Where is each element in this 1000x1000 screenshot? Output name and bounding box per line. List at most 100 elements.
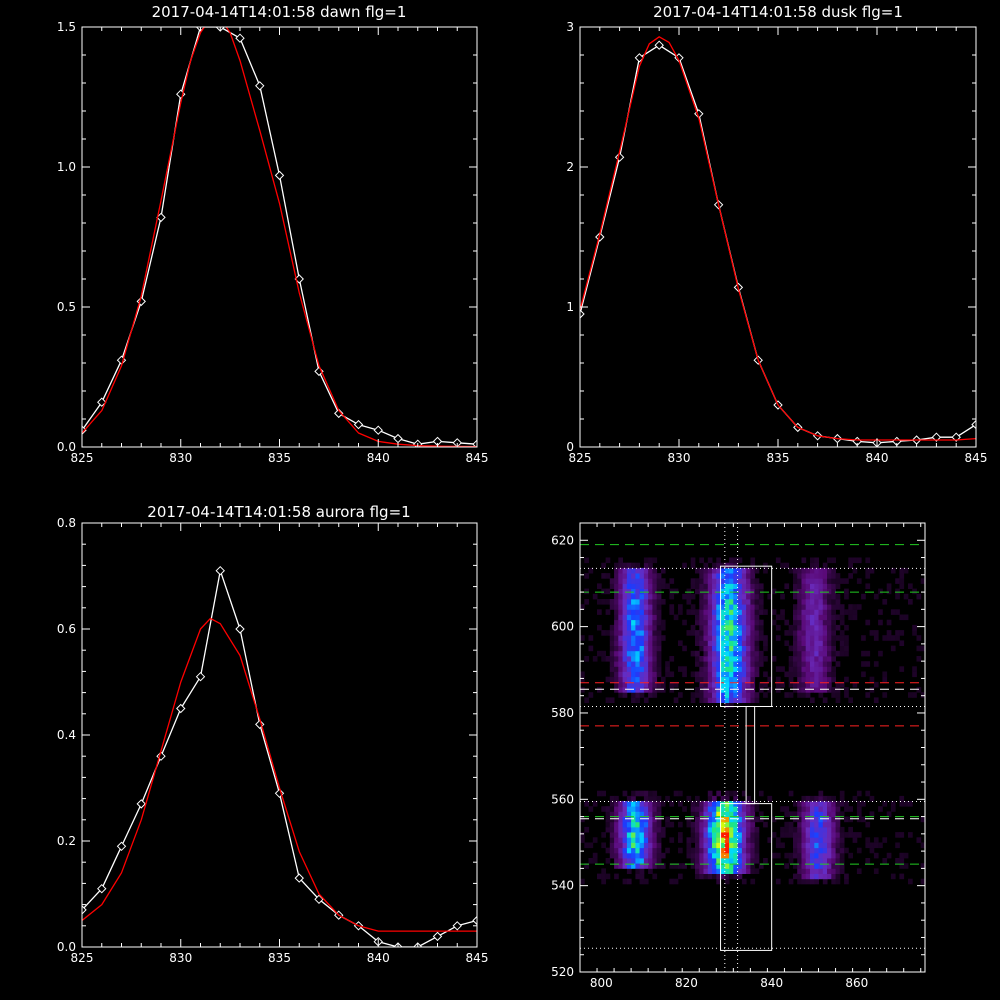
heatmap-cell xyxy=(763,562,768,569)
heatmap-cell xyxy=(609,806,615,812)
heatmap-cell xyxy=(724,790,730,797)
heatmap-cell xyxy=(733,821,738,828)
heatmap-cell xyxy=(609,671,615,678)
heatmap-cell xyxy=(750,858,756,864)
heatmap-cell xyxy=(754,578,760,584)
heatmap-cell xyxy=(873,837,879,843)
heatmap-cell xyxy=(733,609,738,615)
heatmap-cell xyxy=(831,806,836,812)
heatmap-cell xyxy=(639,573,645,579)
heatmap-cell xyxy=(622,878,628,885)
heatmap-cell xyxy=(810,697,815,703)
heatmap-cell xyxy=(652,614,658,621)
heatmap-cell xyxy=(814,811,819,817)
heatmap-cell xyxy=(754,661,760,667)
heatmap-cell xyxy=(856,557,862,564)
heatmap-cell xyxy=(793,588,798,595)
heatmap-cell xyxy=(895,635,900,641)
heatmap-cell xyxy=(703,847,709,854)
heatmap-cell xyxy=(652,573,658,579)
heatmap-cell xyxy=(844,801,849,807)
heatmap-cell xyxy=(707,578,713,584)
heatmap-cell xyxy=(814,687,819,693)
heatmap-cell xyxy=(746,645,751,652)
heatmap-cell xyxy=(665,583,670,589)
heatmap-cell xyxy=(703,624,709,631)
heatmap-cell xyxy=(844,635,849,641)
heatmap-cell xyxy=(639,816,645,823)
heatmap-cell xyxy=(686,816,692,823)
heatmap-cell xyxy=(720,697,726,703)
heatmap-cell xyxy=(733,562,738,569)
heatmap-cell xyxy=(822,832,828,838)
heatmap-cell xyxy=(775,666,781,672)
heatmap-cell xyxy=(818,614,824,621)
heatmap-cell xyxy=(818,567,824,574)
heatmap-cell xyxy=(724,635,730,641)
heatmap-cell xyxy=(652,826,658,833)
heatmap-cell xyxy=(618,801,623,807)
heatmap-cell xyxy=(635,816,641,823)
heatmap-cell xyxy=(844,578,849,584)
heatmap-cell xyxy=(818,624,824,631)
heatmap-cell xyxy=(831,837,836,843)
heatmap-cell xyxy=(690,811,696,817)
heatmap-cell xyxy=(652,821,658,828)
heatmap-cell xyxy=(801,832,807,838)
heatmap-cell xyxy=(784,630,790,636)
heatmap-cell xyxy=(707,816,713,823)
heatmap-cell xyxy=(652,588,658,595)
heatmap-cell xyxy=(660,676,666,683)
heatmap-cell xyxy=(699,697,704,703)
heatmap-cell xyxy=(635,588,641,595)
heatmap-cell xyxy=(827,599,832,605)
heatmap-cell xyxy=(737,619,743,626)
heatmap-cell xyxy=(801,557,807,564)
heatmap-cell xyxy=(775,681,781,688)
heatmap-cell xyxy=(835,858,841,864)
data-point-marker xyxy=(97,883,107,894)
heatmap-cell xyxy=(639,661,645,667)
heatmap-cell xyxy=(890,873,896,880)
heatmap-cell xyxy=(660,801,666,807)
heatmap-cell xyxy=(703,573,709,579)
heatmap-cell xyxy=(810,806,815,812)
heatmap-cell xyxy=(631,630,636,636)
heatmap-cell xyxy=(724,692,730,698)
heatmap-cell xyxy=(588,692,594,698)
heatmap-cell xyxy=(780,832,785,838)
heatmap-cell xyxy=(695,837,700,843)
heatmap-cell xyxy=(648,837,653,843)
heatmap-cell xyxy=(639,676,645,683)
heatmap-cell xyxy=(618,562,623,569)
heatmap-cell xyxy=(797,878,802,885)
heatmap-cell xyxy=(584,588,589,595)
heatmap-cell xyxy=(618,863,623,869)
heatmap-cell xyxy=(703,640,709,646)
heatmap-cell xyxy=(660,852,666,859)
heatmap-cell xyxy=(780,826,785,833)
heatmap-cell xyxy=(784,832,790,838)
heatmap-cell xyxy=(741,826,747,833)
heatmap-cell xyxy=(720,645,726,652)
heatmap-cell xyxy=(669,821,675,828)
heatmap-cell xyxy=(626,826,632,833)
heatmap-cell xyxy=(724,614,730,621)
heatmap-cell xyxy=(818,868,824,874)
heatmap-cell xyxy=(605,821,611,828)
heatmap-cell xyxy=(920,692,925,698)
data-point-marker xyxy=(255,81,265,91)
heatmap-cell xyxy=(856,790,862,797)
heatmap-cell xyxy=(827,676,832,683)
heatmap-cell xyxy=(703,852,709,859)
heatmap-cell xyxy=(648,671,653,678)
heatmap-cell xyxy=(797,599,802,605)
heatmap-cell xyxy=(716,619,721,626)
heatmap-cell xyxy=(810,588,815,595)
heatmap-cell xyxy=(746,630,751,636)
heatmap-cell xyxy=(643,557,649,564)
heatmap-cell xyxy=(737,609,743,615)
heatmap-cell xyxy=(597,873,602,880)
heatmap-cell xyxy=(818,599,824,605)
heatmap-cell xyxy=(810,821,815,828)
